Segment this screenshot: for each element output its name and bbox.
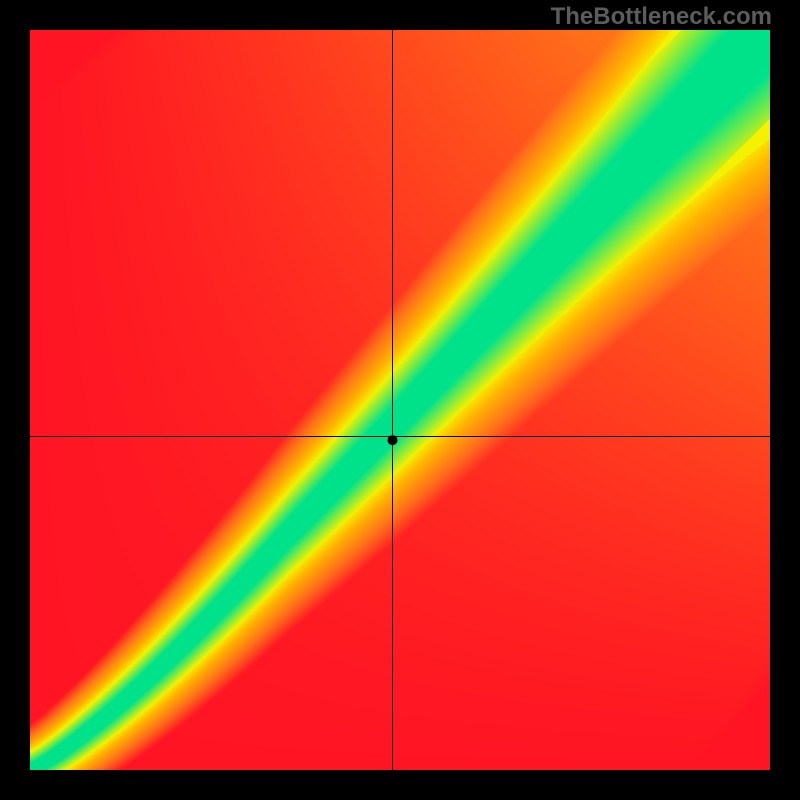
watermark-text: TheBottleneck.com bbox=[551, 3, 772, 31]
bottleneck-heatmap bbox=[30, 30, 770, 770]
chart-container: TheBottleneck.com bbox=[0, 0, 800, 800]
